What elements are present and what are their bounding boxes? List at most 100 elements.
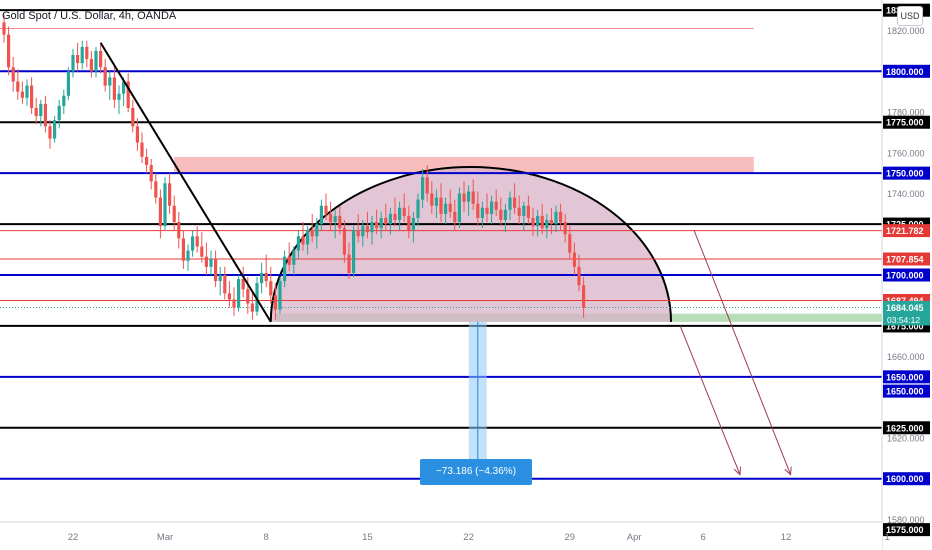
candle-body <box>356 230 360 237</box>
candle-body <box>388 213 392 225</box>
y-tick-label-5: 1620.000 <box>887 433 925 443</box>
extra-price-tag-0-bg <box>883 384 930 398</box>
candle-body <box>43 103 47 127</box>
candle-body <box>499 209 503 220</box>
candle-body <box>384 217 388 225</box>
x-tick-label-5: 29 <box>565 532 576 543</box>
price-tag-4: 1750.000 <box>886 169 924 179</box>
candle-body <box>577 266 581 286</box>
countdown-tag-bg <box>883 313 930 326</box>
chart-title: Gold Spot / U.S. Dollar, 4h, OANDA <box>2 10 177 22</box>
supply-zone <box>174 156 754 174</box>
candle-body <box>411 217 415 231</box>
candle-body <box>278 281 282 310</box>
candle-body <box>200 246 204 257</box>
candle-body <box>490 201 494 214</box>
candle-body <box>246 289 250 304</box>
candle-body <box>425 177 429 194</box>
candle-body <box>329 213 333 223</box>
candle-body <box>237 279 241 308</box>
price-tag-7: 1707.854 <box>886 255 924 265</box>
extra-price-tag-0: 1650.000 <box>886 387 924 397</box>
candle-body <box>453 211 457 223</box>
x-tick-label-0: 22 <box>68 532 79 543</box>
candle-body <box>444 203 448 214</box>
y-tick-label-0: 1820.000 <box>887 26 925 36</box>
candle-body <box>379 217 383 229</box>
price-tag-10: 1675.000 <box>886 321 924 331</box>
candle-body <box>218 275 222 282</box>
candle-body <box>333 215 337 223</box>
current-price-tag-bg <box>883 301 930 315</box>
candle-body <box>232 299 236 308</box>
candle-body <box>264 272 268 282</box>
candle-body <box>517 207 521 216</box>
candle-body <box>554 211 558 225</box>
candle-body <box>94 50 98 72</box>
candle-body <box>89 59 93 72</box>
time-axis-bg <box>0 522 882 550</box>
candle-body <box>181 238 185 261</box>
candle-body <box>559 211 563 223</box>
currency-button[interactable]: USD <box>897 6 923 26</box>
candle-body <box>526 205 530 218</box>
candle-body <box>269 281 273 296</box>
candle-body <box>448 203 452 212</box>
x-tick-label-2: 8 <box>264 532 269 543</box>
price-tag-2-bg <box>883 64 930 78</box>
candle-body <box>260 272 264 284</box>
candle-body <box>39 103 43 117</box>
candle-body <box>168 183 172 206</box>
candle-body <box>48 126 52 139</box>
candle-body <box>2 22 6 35</box>
candle-body <box>508 197 512 210</box>
candle-body <box>80 46 84 64</box>
y-tick-label-1: 1780.000 <box>887 108 925 118</box>
candle-body <box>480 207 484 218</box>
price-tag-11-bg <box>883 370 930 384</box>
candle-body <box>365 226 369 233</box>
candle-body <box>347 254 351 273</box>
candle-body <box>540 215 544 229</box>
x-tick-label-3: 15 <box>362 532 373 543</box>
candle-body <box>131 107 135 127</box>
candle-body <box>342 228 346 255</box>
candle-body <box>457 193 461 223</box>
candle-body <box>572 252 576 267</box>
candle-body <box>34 107 38 117</box>
candle-body <box>57 105 61 121</box>
candle-body <box>545 220 549 229</box>
candle-body <box>531 217 535 227</box>
candle-body <box>62 95 66 106</box>
candle-body <box>16 81 20 92</box>
candle-body <box>177 222 181 239</box>
price-tag-8: 1700.000 <box>886 271 924 281</box>
price-tag-13: 1600.000 <box>886 474 924 484</box>
measure-label: −73.186 (−4.36%) −7318.6 <box>420 459 532 503</box>
x-tick-label-8: 12 <box>781 532 792 543</box>
price-tag-13-bg <box>883 472 930 486</box>
candle-body <box>361 226 365 237</box>
candle-body <box>310 230 314 237</box>
candle-body <box>149 165 153 182</box>
x-tick-label-9: 1 <box>885 532 890 543</box>
candle-body <box>319 205 323 225</box>
candle-body <box>99 50 103 68</box>
y-tick-label-2: 1760.000 <box>887 148 925 158</box>
price-tag-2: 1800.000 <box>886 67 924 77</box>
candle-body <box>494 201 498 210</box>
price-tag-7-bg <box>883 252 930 266</box>
y-tick-label-3: 1740.000 <box>887 189 925 199</box>
price-tag-14-bg <box>883 523 930 537</box>
candle-body <box>20 91 24 98</box>
candle-body <box>186 250 190 261</box>
candle-body <box>421 177 425 200</box>
candle-body <box>416 199 420 218</box>
descending-trendline <box>99 42 272 323</box>
x-tick-label-1: Mar <box>157 532 173 543</box>
projection-arrowhead-1 <box>784 466 792 476</box>
candle-body <box>7 34 11 68</box>
candle-body <box>145 156 149 165</box>
